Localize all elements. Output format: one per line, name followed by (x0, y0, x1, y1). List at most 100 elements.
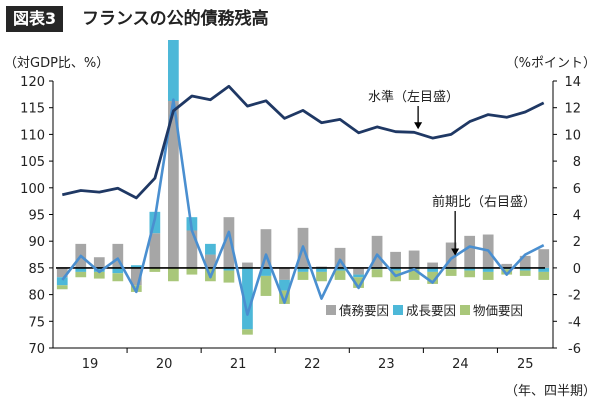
right-tick-label: 10 (564, 128, 581, 143)
debt-factor-bar (464, 235, 476, 268)
price-factor-bar (371, 269, 383, 278)
left-tick-label: 110 (20, 128, 45, 143)
debt-factor-bar (279, 267, 290, 280)
price-factor-bar (427, 271, 438, 284)
debt-factor-bar (149, 233, 161, 268)
debt-factor-bar (501, 263, 513, 268)
legend-label-growth: 成長要因 (406, 303, 456, 318)
growth-factor-bar (223, 267, 235, 271)
growth-factor-bar (112, 267, 124, 274)
growth-factor-bar (427, 267, 438, 272)
year-tick-label: 19 (82, 357, 99, 372)
price-factor-bar (112, 273, 124, 282)
right-tick-label: -2 (568, 289, 581, 304)
price-factor-bar (464, 270, 476, 278)
left-tick-label: 100 (20, 182, 45, 197)
plot-area: 707580859095100105110115120-6-4-20246810… (20, 40, 581, 372)
debt-factor-bar (112, 243, 124, 268)
growth-factor-bar (297, 267, 309, 272)
left-axis-label: （対GDP比、%） (4, 56, 109, 71)
debt-factor-bar (427, 262, 438, 268)
legend-swatch-price (460, 305, 470, 315)
debt-factor-bar (223, 217, 235, 268)
growth-factor-bar (260, 267, 272, 276)
debt-factor-bar (168, 101, 179, 268)
price-factor-bar (56, 285, 68, 290)
price-factor-bar (242, 329, 253, 335)
debt-factor-bar (519, 255, 531, 268)
price-factor-bar (149, 267, 161, 272)
debt-factor-bar (205, 254, 216, 268)
level-annotation-arrowhead (414, 122, 423, 130)
contrib-line (61, 98, 545, 316)
debt-factor-bar (260, 229, 272, 268)
debt-factor-bar (445, 242, 457, 268)
growth-factor-bar (93, 267, 105, 272)
figure-number-tag: 図表3 (6, 6, 64, 32)
level-annotation: 水準（左目盛） (368, 89, 459, 105)
contrib-annotation: 前期比（右目盛） (432, 194, 536, 210)
price-factor-bar (297, 271, 309, 280)
legend-label-price: 物価要因 (473, 303, 523, 318)
price-factor-bar (223, 270, 235, 283)
growth-factor-bar (168, 40, 179, 102)
year-tick-label: 23 (378, 357, 395, 372)
legend-swatch-debt (326, 305, 336, 315)
level-line (61, 84, 545, 200)
growth-factor-bar (279, 279, 290, 291)
price-factor-bar (538, 271, 550, 280)
right-tick-label: 14 (564, 75, 581, 90)
price-factor-bar (501, 269, 513, 275)
debt-factor-bar (93, 257, 105, 268)
debt-chart: 707580859095100105110115120-6-4-20246810… (4, 40, 596, 399)
growth-factor-bar (75, 267, 87, 272)
x-axis-unit-label: （年、四半期） (505, 384, 596, 399)
legend-swatch-growth (393, 305, 403, 315)
price-factor-bar (186, 267, 198, 275)
debt-factor-bar (353, 267, 364, 275)
year-tick-label: 22 (304, 357, 321, 372)
left-tick-label: 90 (28, 235, 45, 250)
year-tick-label: 20 (156, 357, 173, 372)
left-tick-label: 70 (28, 342, 45, 357)
legend-label-debt: 債務要因 (339, 303, 389, 318)
right-tick-label: 6 (573, 182, 581, 197)
growth-factor-bar (519, 267, 531, 271)
left-tick-label: 95 (28, 209, 45, 224)
left-tick-label: 75 (28, 315, 45, 330)
growth-factor-bar (334, 267, 346, 271)
growth-factor-bar (538, 267, 550, 272)
right-tick-label: 4 (573, 209, 581, 224)
price-factor-bar (316, 271, 327, 282)
price-factor-bar (260, 275, 272, 296)
right-tick-label: 12 (564, 102, 581, 117)
right-tick-label: -4 (568, 315, 581, 330)
year-tick-label: 25 (517, 357, 534, 372)
debt-factor-bar (390, 251, 401, 268)
figure-title: フランスの公的債務残高 (82, 9, 269, 29)
growth-factor-bar (464, 267, 476, 271)
growth-factor-bar (482, 267, 494, 272)
growth-factor-bar (316, 267, 327, 272)
price-factor-bar (408, 269, 420, 280)
debt-factor-bar (538, 249, 550, 268)
left-tick-label: 80 (28, 289, 45, 304)
debt-factor-bar (242, 262, 253, 268)
growth-factor-bar (353, 274, 364, 278)
growth-factor-bar (390, 267, 401, 271)
year-tick-label: 24 (452, 357, 469, 372)
price-factor-bar (482, 271, 494, 280)
left-tick-label: 115 (20, 102, 45, 117)
right-tick-label: -6 (568, 342, 581, 357)
price-factor-bar (519, 270, 531, 276)
price-factor-bar (93, 271, 105, 279)
left-tick-label: 120 (20, 75, 45, 90)
growth-factor-bar (130, 265, 142, 268)
price-factor-bar (445, 269, 457, 276)
price-factor-bar (279, 290, 290, 304)
price-factor-bar (334, 270, 346, 280)
debt-factor-bar (56, 267, 68, 278)
debt-factor-bar (371, 235, 383, 268)
chart-text: （対GDP比、%） （%ポイント） （年、四半期） 水準（左目盛） 前期比（右目… (4, 56, 596, 399)
price-factor-bar (353, 277, 364, 288)
